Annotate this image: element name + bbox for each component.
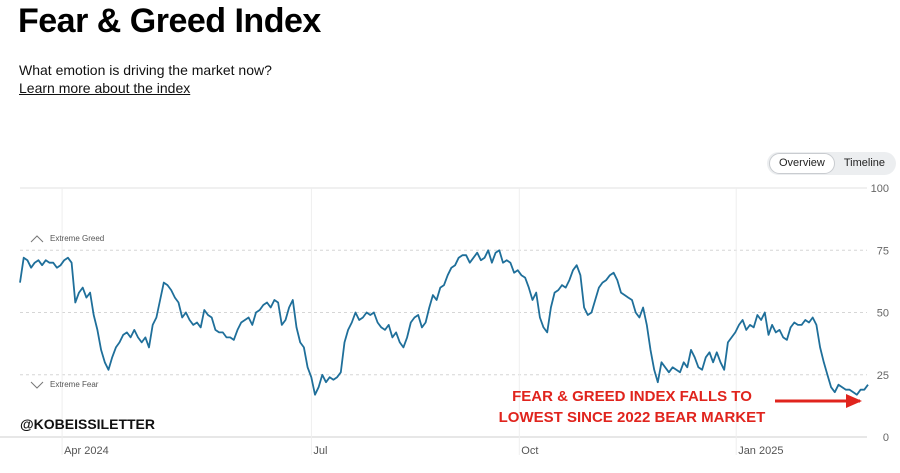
y-tick-label: 50 — [877, 308, 889, 320]
watermark: @KOBEISSILETTER — [20, 416, 155, 432]
view-toggle: Overview Timeline — [767, 152, 897, 175]
y-tick-label: 0 — [883, 432, 889, 444]
x-tick-label: Jan 2025 — [738, 445, 783, 457]
x-tick-label: Apr 2024 — [64, 445, 109, 457]
x-tick-label: Jul — [313, 445, 327, 457]
chevron-up-icon — [30, 234, 44, 242]
y-tick-label: 25 — [877, 370, 889, 382]
y-tick-label: 100 — [871, 183, 889, 195]
learn-more-link[interactable]: Learn more about the index — [19, 80, 191, 96]
annotation-line-2: LOWEST SINCE 2022 BEAR MARKET — [498, 409, 766, 426]
overview-tab[interactable]: Overview — [769, 153, 835, 174]
series-line — [19, 249, 869, 396]
arrow-right-icon — [846, 394, 862, 408]
extreme-fear-text: Extreme Fear — [50, 380, 99, 389]
extreme-greed-text: Extreme Greed — [50, 234, 105, 243]
page-title: Fear & Greed Index — [18, 2, 321, 40]
annotation-line-1: FEAR & GREED INDEX FALLS TO — [512, 388, 752, 405]
annotation-text: FEAR & GREED INDEX FALLS TO LOWEST SINCE… — [497, 386, 767, 428]
y-tick-label: 75 — [877, 245, 889, 257]
extreme-fear-label: Extreme Fear — [30, 380, 98, 389]
timeline-tab[interactable]: Timeline — [843, 157, 886, 169]
chevron-down-icon — [30, 381, 44, 389]
page-subtitle: What emotion is driving the market now? — [19, 62, 272, 78]
fear-greed-chart: 0 25 50 75 100 Apr 2024 Jul Oct Jan 2025 — [0, 183, 889, 457]
x-tick-label: Oct — [521, 445, 538, 457]
extreme-greed-label: Extreme Greed — [30, 234, 104, 243]
